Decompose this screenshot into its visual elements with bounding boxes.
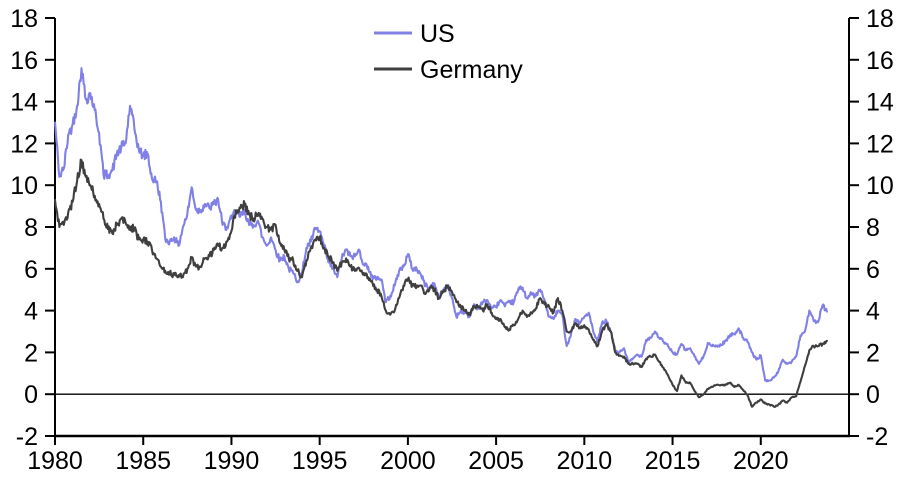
y-tick-label-left: 14 bbox=[10, 89, 38, 117]
y-tick-label-left: 8 bbox=[24, 214, 38, 242]
legend-label-germany: Germany bbox=[420, 56, 523, 84]
y-tick-label-left: 6 bbox=[24, 256, 38, 284]
series-lines bbox=[53, 67, 828, 408]
y-tick-label-right: 8 bbox=[866, 214, 880, 242]
y-tick-label-left: 0 bbox=[24, 381, 38, 409]
y-tick-label-right: 14 bbox=[866, 89, 894, 117]
y-axis-left-ticks: -2 0 2 4 6 8 10 12 14 16 18 bbox=[10, 5, 55, 451]
x-tick-label: 2010 bbox=[557, 447, 613, 475]
series-line-us bbox=[53, 67, 828, 383]
y-tick-label-left: 10 bbox=[10, 172, 38, 200]
y-tick-label-left: 16 bbox=[10, 47, 38, 75]
y-tick-label-right: 4 bbox=[866, 298, 880, 326]
y-tick-label-right: 16 bbox=[866, 47, 894, 75]
y-tick-label-right: -2 bbox=[866, 423, 888, 451]
legend: US Germany bbox=[374, 20, 523, 84]
x-tick-label: 1985 bbox=[115, 447, 171, 475]
x-tick-label: 2020 bbox=[733, 447, 789, 475]
x-axis-ticks: 1980 1985 1990 1995 2000 2005 2010 2015 2020 bbox=[27, 436, 789, 475]
x-tick-label: 2000 bbox=[380, 447, 436, 475]
y-axis-right-ticks: -2 0 2 4 6 8 10 12 14 16 18 bbox=[849, 5, 894, 451]
y-tick-label-right: 0 bbox=[866, 381, 880, 409]
x-tick-label: 1990 bbox=[204, 447, 260, 475]
x-tick-label: 1980 bbox=[27, 447, 83, 475]
y-tick-label-right: 6 bbox=[866, 256, 880, 284]
x-tick-label: 1995 bbox=[292, 447, 348, 475]
series-line-germany bbox=[53, 158, 828, 408]
y-tick-label-left: -2 bbox=[16, 423, 38, 451]
y-tick-label-left: 2 bbox=[24, 339, 38, 367]
x-tick-label: 2015 bbox=[645, 447, 701, 475]
y-tick-label-right: 2 bbox=[866, 339, 880, 367]
y-tick-label-left: 12 bbox=[10, 130, 38, 158]
y-tick-label-right: 10 bbox=[866, 172, 894, 200]
y-tick-label-right: 18 bbox=[866, 5, 894, 33]
x-tick-label: 2005 bbox=[468, 447, 524, 475]
y-tick-label-right: 12 bbox=[866, 130, 894, 158]
y-tick-label-left: 18 bbox=[10, 5, 38, 33]
legend-label-us: US bbox=[420, 20, 455, 48]
y-tick-label-left: 4 bbox=[24, 298, 38, 326]
